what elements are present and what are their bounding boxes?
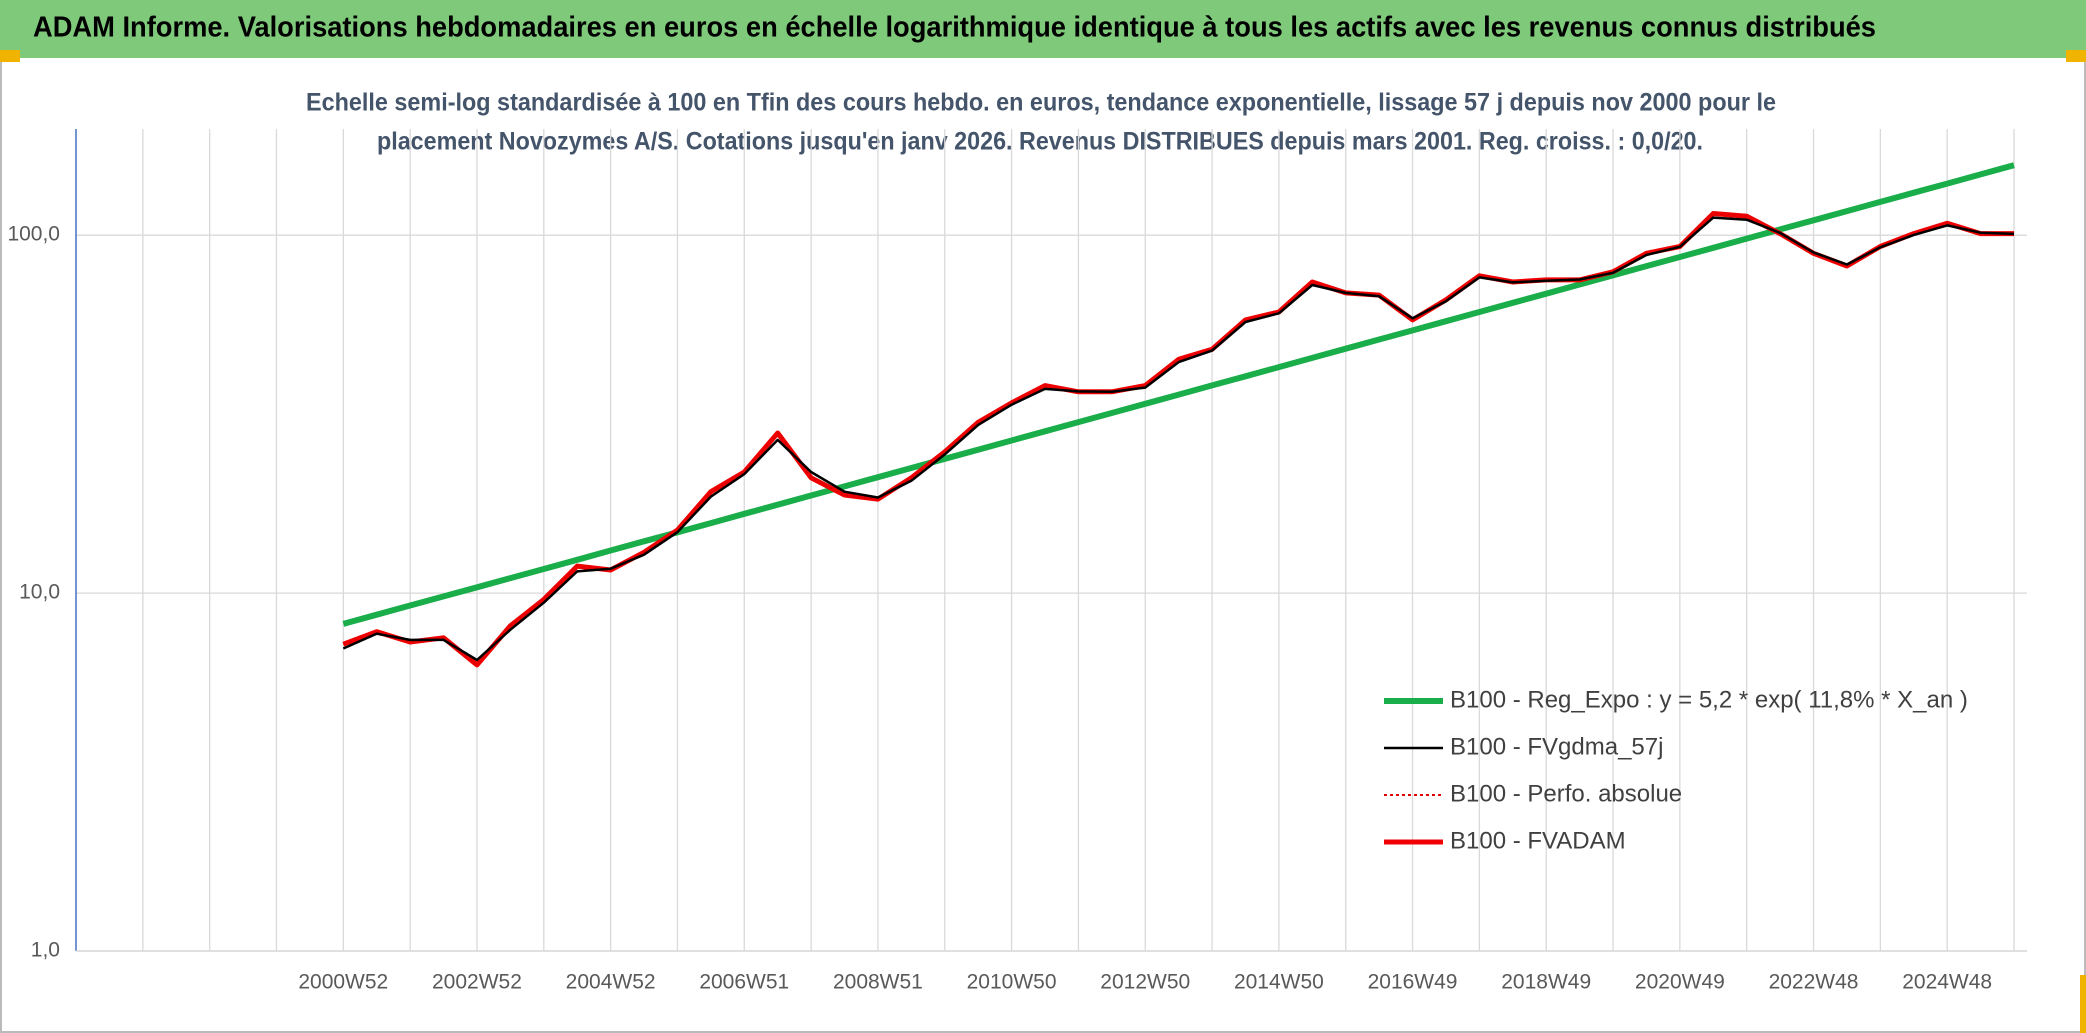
corner xyxy=(2080,975,2086,1033)
x-tick-label: 2004W52 xyxy=(566,971,656,994)
x-tick-label: 2018W49 xyxy=(1501,971,1591,994)
corner xyxy=(0,50,20,62)
series-line xyxy=(342,162,2015,627)
y-tick-label: 10,0 xyxy=(19,581,60,604)
x-tick-label: 2014W50 xyxy=(1234,971,1324,994)
x-tick-label: 2024W48 xyxy=(1902,971,1992,994)
legend-label: B100 - Reg_Expo : y = 5,2 * exp( 11,8% *… xyxy=(1450,686,1968,713)
x-tick-label: 2006W51 xyxy=(699,971,789,994)
header-bar xyxy=(0,0,2086,58)
corner xyxy=(2066,50,2086,62)
legend-label: B100 - Perfo. absolue xyxy=(1450,780,1682,807)
chart-subtitle: Echelle semi-log standardisée à 100 en T… xyxy=(306,89,1776,117)
x-tick-label: 2002W52 xyxy=(432,971,522,994)
x-tick-label: 2008W51 xyxy=(833,971,923,994)
x-tick-label: 2012W50 xyxy=(1100,971,1190,994)
legend-label: B100 - FVgdma_57j xyxy=(1450,733,1663,760)
x-tick-label: 2022W48 xyxy=(1769,971,1859,994)
page-title: ADAM Informe. Valorisations hebdomadaire… xyxy=(33,12,1876,44)
x-tick-label: 2010W50 xyxy=(967,971,1057,994)
series-line xyxy=(342,216,2015,662)
x-tick-label: 2000W52 xyxy=(298,971,388,994)
y-tick-label: 100,0 xyxy=(7,223,60,246)
y-tick-label: 1,0 xyxy=(31,939,60,962)
legend-label: B100 - FVADAM xyxy=(1450,827,1626,854)
x-tick-label: 2016W49 xyxy=(1368,971,1458,994)
x-tick-label: 2020W49 xyxy=(1635,971,1725,994)
series-line xyxy=(342,212,2014,666)
chart-subtitle: placement Novozymes A/S. Cotations jusqu… xyxy=(377,128,1703,156)
